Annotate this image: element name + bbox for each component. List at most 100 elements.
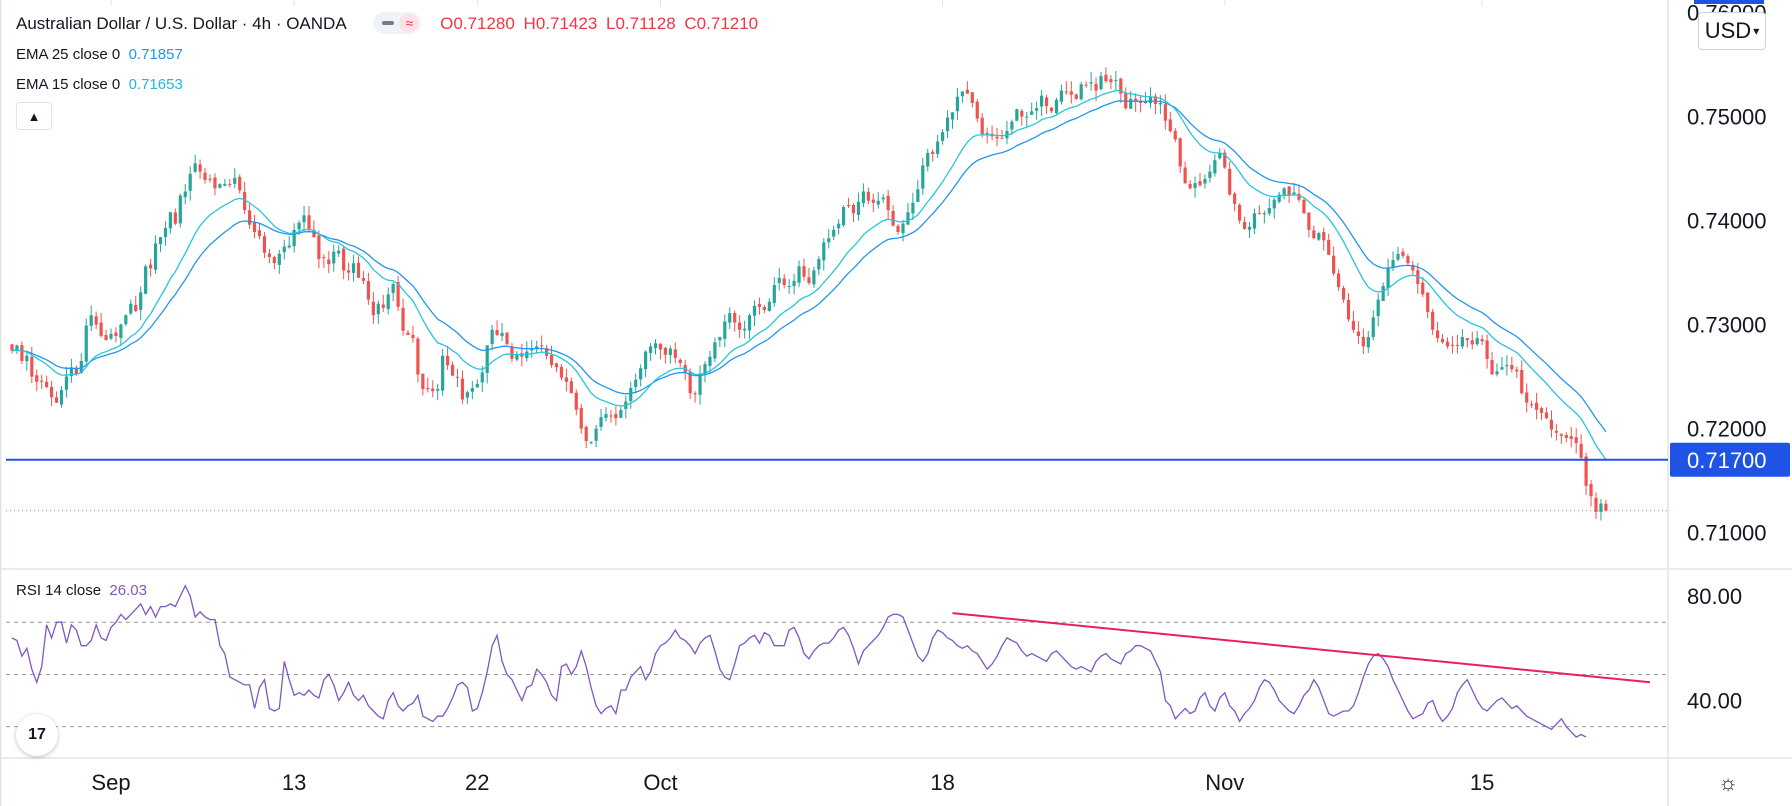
candle [743, 320, 747, 339]
ohlc-low: L0.71128 [606, 14, 676, 34]
candle-body [1322, 232, 1326, 241]
candle [985, 127, 989, 144]
candle-body [1554, 430, 1558, 433]
candle [193, 154, 197, 174]
candle-body [772, 285, 776, 304]
candle [822, 238, 826, 271]
candle-body [1520, 369, 1524, 394]
candle [1341, 285, 1346, 303]
candle [1148, 87, 1153, 109]
candle-body [1416, 270, 1420, 284]
candle-body [1025, 116, 1029, 118]
candle-body [936, 141, 940, 154]
candle-body [1530, 404, 1534, 406]
candle-body [723, 321, 727, 339]
candle [1168, 111, 1172, 133]
candle-body [1332, 255, 1336, 274]
candle-body [950, 112, 955, 120]
candle-body [644, 351, 648, 370]
candle-body [1277, 194, 1281, 202]
candle [1247, 222, 1252, 238]
candle-body [1134, 98, 1138, 102]
candle [342, 245, 346, 280]
series-toggle[interactable]: ≈ [373, 12, 422, 34]
candle [644, 350, 648, 378]
collapse-legend-button[interactable]: ▲ [16, 102, 52, 130]
candle [1515, 366, 1519, 379]
axes: 0.710000.720000.730000.740000.750000.760… [91, 0, 1790, 795]
candle [208, 174, 212, 183]
rsi-value: 26.03 [109, 582, 147, 599]
candle-body [396, 282, 400, 307]
candle [1059, 84, 1063, 105]
candle [178, 193, 182, 228]
candle-body [312, 229, 316, 238]
settings-gear-icon[interactable]: ☼ [1718, 770, 1739, 795]
candle [1520, 360, 1524, 395]
candle-body [767, 301, 771, 312]
candle-body [30, 356, 34, 377]
currency-selector[interactable]: USD ▾ [1698, 12, 1766, 50]
candle-body [347, 270, 351, 273]
candle [718, 336, 722, 347]
candle [941, 129, 945, 145]
ohlc-values: O0.71280 H0.71423 L0.71128 C0.71210 [440, 14, 762, 33]
ema25-legend[interactable]: EMA 25 close 0 0.71857 [16, 46, 183, 63]
candle [356, 256, 361, 279]
rsi-legend[interactable]: RSI 14 close 26.03 [16, 582, 147, 599]
candle [1238, 203, 1242, 224]
candle-body [79, 360, 83, 374]
candle-body [218, 184, 222, 188]
candle [1450, 335, 1455, 354]
candle-body [569, 381, 573, 394]
candle [787, 279, 791, 294]
candle [797, 260, 801, 288]
candle [1426, 291, 1430, 319]
candle [134, 295, 138, 313]
candle [1535, 392, 1539, 420]
candle-body [1010, 121, 1014, 130]
candle [832, 225, 836, 240]
candle [752, 300, 757, 327]
candle [634, 373, 638, 394]
candle-body [208, 178, 212, 180]
candle [1440, 333, 1445, 344]
candle-body [535, 346, 539, 349]
candle-body [1183, 167, 1187, 184]
candle-body [1440, 338, 1445, 343]
candle-body [124, 315, 128, 325]
candle-body [1297, 193, 1301, 200]
candle-body [84, 325, 88, 362]
candle-body [441, 355, 445, 391]
candle-body [1475, 338, 1479, 345]
candle-body [50, 386, 54, 398]
candle [124, 314, 128, 327]
candle-body [955, 96, 960, 112]
candle-body [812, 270, 816, 285]
candle-body [574, 392, 578, 410]
candle [1282, 186, 1286, 200]
candle-body [747, 315, 752, 331]
symbol-title[interactable]: Australian Dollar / U.S. Dollar · 4h · O… [16, 14, 347, 34]
candle [1346, 293, 1351, 322]
ema15-label: EMA 15 close 0 [16, 76, 121, 93]
candle-body [277, 253, 281, 265]
ema15-legend[interactable]: EMA 15 close 0 0.71653 [16, 76, 183, 93]
candle [510, 342, 514, 363]
candle [1574, 428, 1578, 454]
candle [267, 248, 271, 264]
candle-body [248, 210, 252, 225]
candle-body [817, 259, 821, 270]
candle-body [1450, 344, 1455, 346]
candle-body [1173, 130, 1177, 140]
candle-body [1371, 317, 1375, 338]
candle-body [1104, 74, 1108, 82]
candle-body [911, 202, 915, 214]
candle-body [129, 303, 133, 314]
candle-body [856, 201, 861, 215]
candle-body [1460, 337, 1464, 347]
candle-body [941, 132, 945, 141]
tradingview-logo[interactable]: 17 [16, 714, 58, 756]
candle [99, 312, 103, 338]
